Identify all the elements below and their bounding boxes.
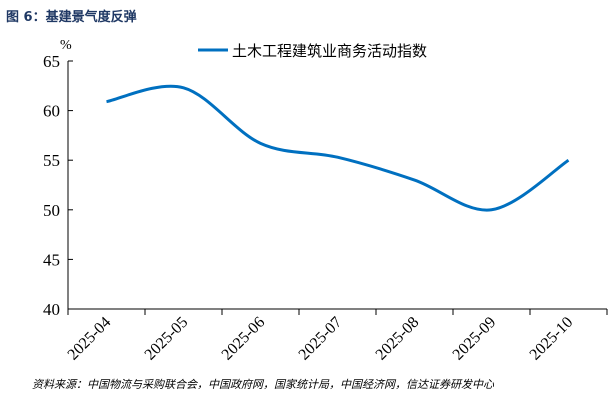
legend-label: 土木工程建筑业商务活动指数 [232, 42, 427, 60]
x-tick-label: 2025-06 [219, 314, 269, 364]
y-tick-label: 50 [43, 201, 60, 220]
figure-title: 图 6：基建景气度反弹 [6, 10, 137, 25]
y-tick-label: 55 [43, 151, 60, 170]
x-tick-label: 2025-10 [527, 314, 577, 364]
y-tick-label: 40 [43, 300, 60, 319]
x-tick-label: 2025-05 [142, 314, 192, 364]
y-tick-label: 45 [43, 250, 60, 269]
x-tick-label: 2025-08 [373, 314, 423, 364]
y-tick-label: 65 [43, 52, 60, 71]
y-tick-label: 60 [43, 102, 60, 121]
y-axis-unit: % [60, 38, 72, 53]
series-line [106, 84, 570, 212]
x-tick-label: 2025-04 [65, 314, 115, 364]
x-tick-label: 2025-07 [296, 314, 346, 364]
source-note: 资料来源：中国物流与采购联合会，中国政府网，国家统计局，中国经济网，信达证券研发… [32, 378, 494, 391]
x-tick-label: 2025-09 [450, 314, 500, 364]
